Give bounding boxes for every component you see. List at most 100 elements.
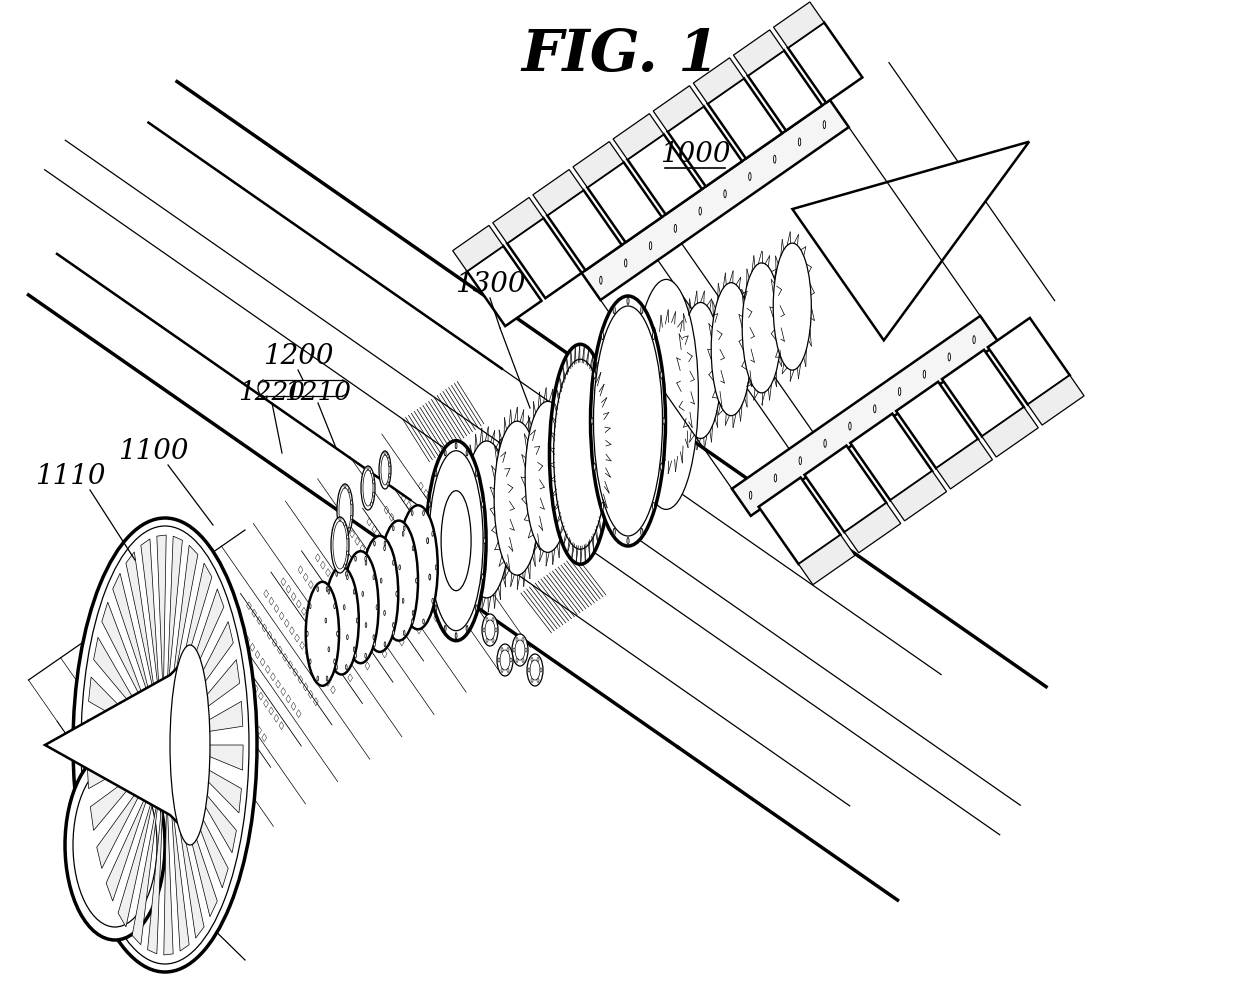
Polygon shape [890, 471, 946, 521]
Ellipse shape [481, 574, 484, 580]
Ellipse shape [486, 617, 489, 621]
Polygon shape [88, 677, 149, 735]
Text: FIG. 1: FIG. 1 [521, 27, 719, 84]
Ellipse shape [527, 654, 543, 686]
Ellipse shape [347, 575, 348, 580]
Ellipse shape [531, 678, 533, 682]
Polygon shape [166, 536, 182, 700]
Polygon shape [91, 764, 150, 831]
Ellipse shape [492, 617, 494, 621]
Ellipse shape [660, 372, 662, 378]
Ellipse shape [339, 517, 341, 521]
Ellipse shape [355, 654, 356, 659]
Polygon shape [176, 589, 224, 712]
Ellipse shape [371, 470, 372, 474]
Ellipse shape [412, 546, 414, 550]
Ellipse shape [498, 658, 500, 662]
Ellipse shape [484, 628, 485, 632]
Polygon shape [851, 414, 932, 500]
Ellipse shape [336, 665, 337, 669]
Ellipse shape [495, 628, 497, 632]
Polygon shape [792, 142, 1029, 340]
Ellipse shape [403, 630, 405, 635]
Ellipse shape [324, 566, 358, 674]
Ellipse shape [515, 640, 525, 660]
Polygon shape [174, 784, 205, 938]
Ellipse shape [356, 618, 358, 623]
Ellipse shape [393, 560, 394, 565]
Polygon shape [492, 198, 543, 243]
Ellipse shape [525, 401, 570, 552]
Ellipse shape [415, 578, 417, 583]
Ellipse shape [481, 501, 484, 507]
Polygon shape [693, 58, 744, 103]
Polygon shape [573, 142, 624, 188]
Ellipse shape [634, 279, 698, 509]
Polygon shape [45, 650, 195, 840]
Ellipse shape [64, 750, 165, 940]
Polygon shape [787, 23, 862, 102]
Ellipse shape [652, 502, 655, 509]
Polygon shape [176, 779, 217, 917]
Ellipse shape [365, 556, 367, 561]
Ellipse shape [650, 242, 652, 250]
Ellipse shape [500, 650, 510, 670]
Ellipse shape [613, 307, 615, 314]
Ellipse shape [601, 502, 604, 509]
Ellipse shape [348, 528, 350, 532]
Ellipse shape [412, 510, 413, 516]
Ellipse shape [393, 630, 394, 635]
Polygon shape [118, 784, 156, 927]
Polygon shape [93, 637, 150, 726]
Ellipse shape [346, 665, 347, 669]
Ellipse shape [591, 418, 593, 425]
Ellipse shape [619, 342, 661, 484]
Ellipse shape [650, 322, 691, 461]
Ellipse shape [627, 298, 629, 305]
Ellipse shape [749, 492, 751, 499]
Ellipse shape [387, 454, 389, 458]
Ellipse shape [699, 207, 702, 215]
Ellipse shape [384, 642, 386, 647]
Ellipse shape [347, 535, 348, 539]
Ellipse shape [373, 480, 374, 484]
Ellipse shape [899, 387, 900, 395]
Text: 1210: 1210 [284, 380, 351, 406]
Ellipse shape [310, 604, 311, 608]
Polygon shape [170, 787, 190, 952]
Ellipse shape [343, 484, 346, 488]
Ellipse shape [389, 463, 391, 467]
Ellipse shape [429, 450, 484, 631]
Ellipse shape [81, 657, 125, 917]
Polygon shape [102, 603, 151, 719]
Ellipse shape [373, 575, 374, 580]
Polygon shape [87, 720, 149, 745]
Polygon shape [170, 546, 198, 702]
Polygon shape [613, 114, 663, 159]
Ellipse shape [310, 659, 311, 664]
Ellipse shape [387, 482, 389, 486]
Ellipse shape [384, 451, 386, 455]
Ellipse shape [371, 502, 372, 506]
Ellipse shape [482, 614, 498, 646]
Ellipse shape [373, 492, 374, 496]
Ellipse shape [486, 638, 489, 643]
Ellipse shape [663, 418, 665, 425]
Polygon shape [141, 539, 160, 702]
Ellipse shape [507, 648, 508, 652]
Polygon shape [181, 701, 243, 735]
Ellipse shape [384, 541, 386, 546]
Ellipse shape [347, 551, 348, 555]
Ellipse shape [492, 638, 494, 643]
Ellipse shape [475, 605, 477, 610]
Ellipse shape [423, 510, 424, 516]
Ellipse shape [553, 359, 606, 549]
Polygon shape [1028, 376, 1084, 425]
Ellipse shape [466, 625, 467, 631]
Ellipse shape [625, 259, 627, 267]
Ellipse shape [379, 451, 391, 489]
Ellipse shape [343, 522, 346, 526]
Ellipse shape [331, 517, 348, 573]
Ellipse shape [712, 283, 751, 416]
Ellipse shape [351, 500, 352, 504]
